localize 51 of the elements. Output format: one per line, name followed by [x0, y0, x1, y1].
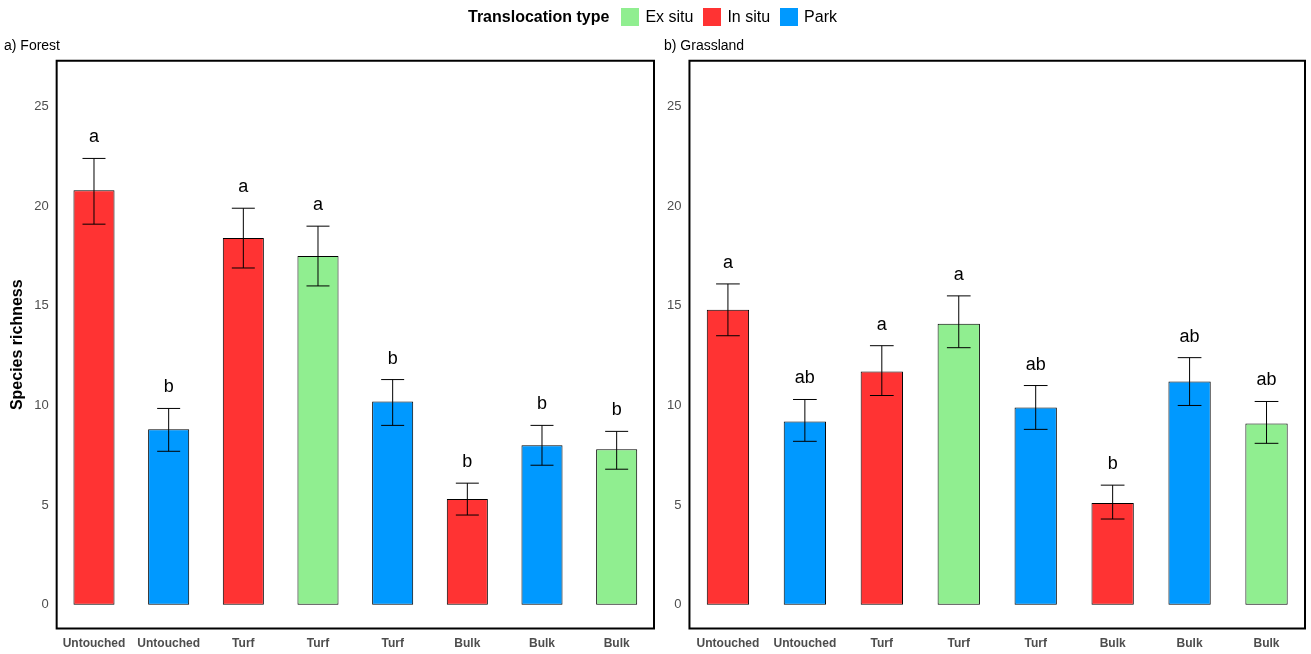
y-tick-label: 5 [674, 496, 682, 512]
data-label: a [312, 194, 324, 215]
y-tick-label: 10 [34, 397, 49, 413]
x-tick-label: Turf [947, 636, 971, 651]
x-tick-label: Bulk [1099, 636, 1126, 651]
data-label: a [876, 313, 888, 334]
data-label: b [536, 393, 548, 414]
y-tick-label: 25 [34, 98, 49, 114]
x-tick-label: Untouched [62, 636, 126, 651]
y-tick-label: 25 [666, 98, 682, 114]
y-tick-label: 0 [41, 596, 49, 612]
legend-label: In situ [727, 8, 771, 26]
data-label: ab [794, 367, 815, 388]
x-tick-label: Bulk [1253, 636, 1280, 651]
y-tick-label: 10 [666, 397, 682, 413]
data-label: a [88, 126, 100, 147]
data-label: ab [1256, 369, 1277, 390]
x-tick-label: Bulk [1176, 636, 1203, 651]
x-tick-label: Turf [870, 636, 895, 651]
chart-title: a) Forest [4, 37, 61, 54]
data-label: a [238, 176, 250, 197]
legend-title: Translocation type [468, 8, 610, 26]
x-tick-label: Turf [232, 636, 256, 651]
y-tick-label: 5 [41, 496, 49, 512]
x-tick-label: Turf [306, 636, 331, 651]
x-tick-label: Turf [381, 636, 405, 651]
legend-label: Park [804, 8, 837, 26]
legend-label: Ex situ [645, 8, 694, 26]
x-tick-label: Bulk [454, 636, 481, 651]
data-label: ab [1025, 353, 1046, 374]
data-label: b [387, 347, 398, 368]
data-label: b [1107, 453, 1118, 474]
y-tick-label: 20 [666, 197, 682, 213]
chart-title: b) Grassland [664, 37, 745, 54]
data-label: b [163, 376, 174, 397]
y-axis-title: Species richness [8, 279, 26, 411]
data-label: ab [1179, 325, 1200, 346]
x-tick-label: Bulk [603, 636, 630, 651]
y-tick-label: 15 [666, 297, 682, 313]
y-tick-label: 0 [674, 596, 682, 612]
y-tick-label: 20 [34, 197, 49, 213]
y-tick-label: 15 [34, 297, 49, 313]
x-tick-label: Bulk [528, 636, 556, 651]
data-label: b [462, 451, 473, 472]
x-tick-label: Untouched [773, 636, 837, 651]
data-label: a [953, 263, 965, 284]
x-tick-label: Untouched [137, 636, 200, 651]
x-tick-label: Turf [1024, 636, 1048, 651]
data-label: b [611, 399, 622, 420]
data-label: a [722, 251, 734, 272]
x-tick-label: Untouched [696, 636, 760, 651]
